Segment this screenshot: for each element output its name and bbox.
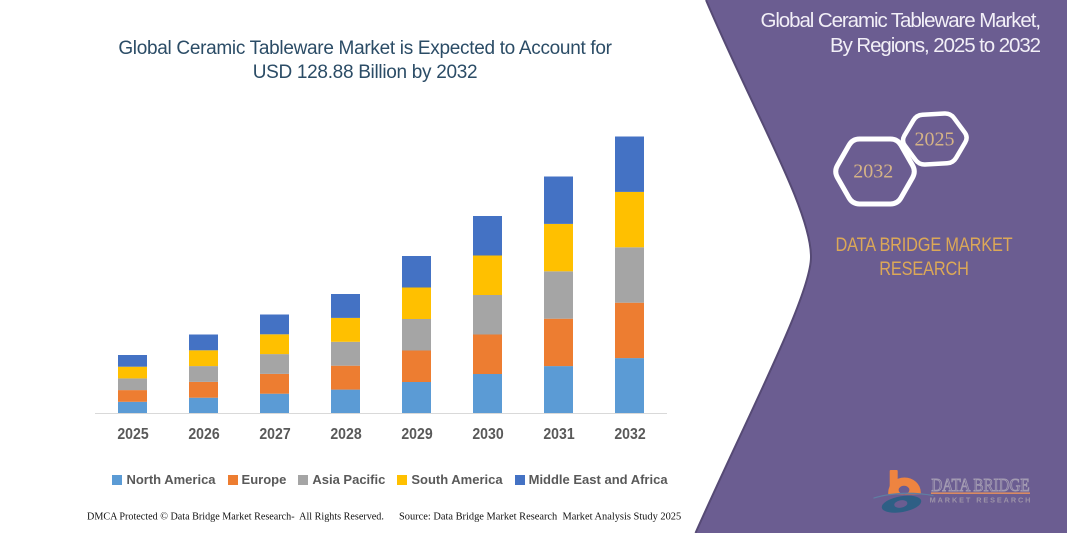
svg-text:DATA BRIDGE: DATA BRIDGE: [931, 475, 1029, 496]
svg-text:2032: 2032: [853, 160, 893, 182]
svg-text:2025: 2025: [915, 128, 955, 150]
svg-text:MARKET RESEARCH: MARKET RESEARCH: [930, 495, 1033, 504]
